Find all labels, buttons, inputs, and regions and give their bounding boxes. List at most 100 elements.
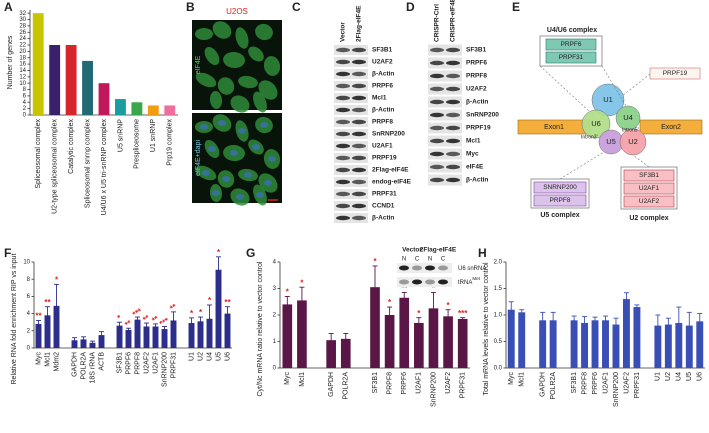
blot-strip: [428, 57, 462, 69]
x-tick-label: Myc: [35, 352, 42, 365]
blot-strip: [428, 70, 462, 82]
significance-label: **: [141, 313, 152, 324]
protein-label: U2AF2: [372, 59, 393, 66]
error-bar: [144, 322, 149, 330]
y-tick-label: 0.5: [494, 339, 503, 345]
bar: [44, 315, 51, 348]
blot-band: [336, 191, 350, 197]
blot-band: [352, 191, 366, 197]
bar: [507, 309, 515, 368]
bar: [98, 83, 110, 115]
nucleus: [218, 120, 226, 126]
inset-band: [412, 265, 422, 271]
snrnp-label: U5: [606, 137, 616, 146]
nucleus: [252, 144, 260, 150]
protein-label: PRPF6: [466, 60, 487, 67]
bar: [664, 324, 672, 368]
x-tick-label: U2AF2: [445, 372, 452, 394]
protein-label: PRPF8: [372, 119, 393, 126]
bar: [65, 45, 77, 115]
panel-letter: E: [512, 0, 520, 14]
protein-label: PRPF31: [559, 54, 584, 61]
y-axis-title: Total mRNA levels relative to vector con…: [483, 262, 490, 395]
blot-strip: [428, 122, 462, 134]
inset-band: [438, 265, 448, 271]
error-bar: [655, 314, 661, 337]
complex-title: U5 complex: [540, 212, 579, 219]
blot-strip: [334, 165, 368, 175]
bar: [428, 308, 439, 368]
nucleus: [260, 122, 268, 128]
nucleus: [208, 146, 216, 152]
cell: [195, 28, 213, 40]
panel-letter: F: [4, 246, 11, 260]
blot-strip: [428, 174, 462, 186]
significance-label: *: [432, 284, 436, 293]
significance-label: **: [150, 314, 161, 325]
x-tick-label: Mcl1: [44, 352, 51, 367]
x-tick-label: U2AF1: [416, 372, 423, 394]
protein-box: [545, 38, 597, 51]
significance-label: *: [388, 298, 392, 307]
error-bar: [225, 306, 230, 321]
inset-band: [438, 279, 448, 285]
x-tick-label: U6: [224, 352, 231, 361]
blot-band: [430, 47, 444, 53]
cell: [258, 80, 278, 100]
inset-lane-label: C: [441, 257, 446, 263]
bar: [518, 312, 526, 368]
protein-label: SnRNP200: [372, 131, 405, 138]
x-tick-label: U1: [655, 372, 662, 381]
snrnp: [581, 109, 611, 139]
protein-label: PRPF31: [372, 191, 397, 198]
error-bar: [135, 316, 140, 323]
error-bar: [198, 316, 203, 326]
blot-band: [352, 71, 366, 77]
x-tick-label: POLR2A: [343, 372, 350, 400]
blot-band: [446, 177, 460, 183]
protein-box: [649, 67, 701, 80]
blot-band: [336, 203, 350, 209]
significance-label: *: [286, 288, 290, 297]
bar: [206, 318, 213, 348]
blot-band: [336, 143, 350, 149]
bar: [675, 322, 683, 368]
bar: [82, 60, 93, 115]
bar: [170, 320, 177, 348]
x-tick-label: GAPDH: [328, 372, 335, 397]
nucleus: [202, 170, 210, 176]
error-bar: [216, 256, 221, 283]
y-tick-label: 16: [19, 62, 26, 68]
blot-band: [352, 167, 366, 173]
blot-band: [430, 177, 444, 183]
error-bar: [72, 337, 77, 343]
blot-band: [430, 86, 444, 92]
error-bar: [416, 317, 422, 329]
bar: [32, 13, 44, 116]
bar: [215, 269, 222, 348]
x-tick-label: U1: [188, 352, 195, 361]
blot-band: [446, 151, 460, 157]
protein-label: U2AF1: [639, 185, 660, 192]
blot-strip: [428, 109, 462, 121]
protein-box: [623, 182, 675, 195]
connector: [621, 73, 651, 97]
inset-blot-background: [397, 263, 452, 273]
y-tick-label: 28: [19, 23, 26, 29]
significance-label: ***: [158, 315, 171, 328]
bar: [188, 323, 195, 348]
inset-row-label: tRNAMet: [458, 276, 481, 285]
significance-label: *: [190, 309, 194, 318]
significance-label: **: [35, 312, 42, 321]
error-bar: [372, 265, 378, 309]
y-tick-label: 2: [27, 328, 31, 334]
error-bar: [36, 320, 41, 328]
bar: [696, 321, 704, 368]
intron-label: Intron5': [622, 127, 639, 133]
snrnp-label: U6: [591, 119, 601, 128]
snrnp-label: U2: [628, 137, 638, 146]
blot-strip: [334, 117, 368, 127]
panel-letter: A: [4, 0, 13, 14]
error-bar: [592, 316, 598, 324]
blot-band: [352, 59, 366, 65]
